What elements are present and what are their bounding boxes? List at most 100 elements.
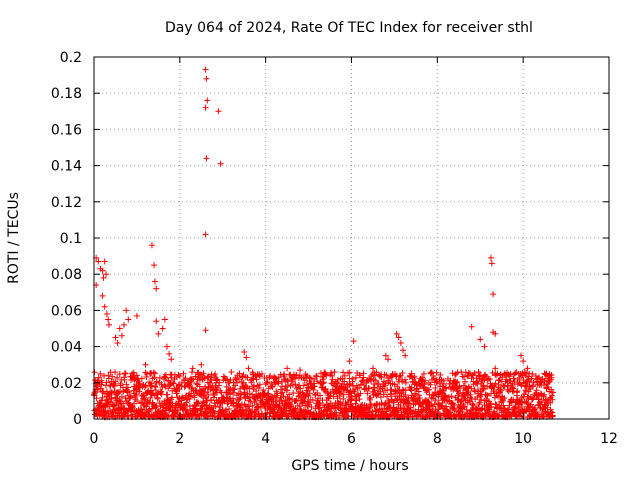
data-point	[304, 381, 311, 388]
x-tick-label: 10	[514, 431, 532, 447]
data-point	[501, 383, 508, 390]
data-point	[101, 303, 108, 310]
data-point	[203, 155, 210, 162]
data-point	[309, 396, 316, 403]
y-tick-label: 0.02	[51, 376, 82, 392]
x-tick-label: 8	[433, 431, 442, 447]
data-point	[192, 387, 199, 394]
data-point	[357, 381, 364, 388]
data-point	[216, 379, 223, 386]
data-point	[518, 382, 525, 389]
data-point	[326, 392, 333, 399]
data-point	[402, 352, 409, 359]
data-point	[524, 365, 531, 372]
data-point	[440, 377, 447, 384]
data-point	[202, 66, 209, 73]
data-point	[115, 389, 122, 396]
data-point	[116, 371, 123, 378]
data-point	[112, 378, 119, 385]
data-point	[468, 323, 475, 330]
data-point	[457, 385, 464, 392]
data-point	[468, 407, 475, 414]
data-point	[499, 397, 506, 404]
data-point	[215, 108, 222, 115]
data-point	[123, 307, 130, 314]
data-point	[453, 370, 460, 377]
data-point	[106, 321, 113, 328]
data-point	[367, 394, 374, 401]
data-point	[521, 410, 528, 417]
data-point	[196, 377, 203, 384]
data-point	[314, 378, 321, 385]
data-point	[523, 383, 530, 390]
data-point	[415, 392, 422, 399]
data-point	[470, 402, 477, 409]
data-point	[227, 376, 234, 383]
data-point	[148, 242, 155, 249]
data-point	[229, 395, 236, 402]
data-point	[170, 380, 177, 387]
data-point	[276, 403, 283, 410]
data-point	[141, 384, 148, 391]
data-point	[341, 372, 348, 379]
data-point	[387, 391, 394, 398]
data-point	[529, 371, 536, 378]
data-point	[204, 97, 211, 104]
data-point	[320, 379, 327, 386]
data-point	[227, 391, 234, 398]
data-point	[402, 376, 409, 383]
data-point	[176, 373, 183, 380]
data-point	[545, 384, 552, 391]
y-tick-label: 0.14	[51, 159, 82, 175]
data-point	[356, 372, 363, 379]
data-point	[420, 370, 427, 377]
data-point	[406, 400, 413, 407]
data-point	[236, 396, 243, 403]
data-point	[486, 376, 493, 383]
data-point	[372, 377, 379, 384]
data-point	[201, 390, 208, 397]
data-point	[166, 350, 173, 357]
data-point	[186, 412, 193, 419]
data-point	[419, 374, 426, 381]
data-point	[311, 376, 318, 383]
data-point	[248, 379, 255, 386]
x-tick-label: 2	[175, 431, 184, 447]
data-point	[235, 400, 242, 407]
data-point	[230, 379, 237, 386]
data-point	[94, 386, 101, 393]
data-point	[518, 404, 525, 411]
data-point	[141, 396, 148, 403]
data-point	[346, 358, 353, 365]
data-point	[125, 412, 132, 419]
data-point	[183, 396, 190, 403]
data-point	[300, 382, 307, 389]
data-point	[222, 406, 229, 413]
data-points	[91, 66, 557, 421]
data-point	[224, 376, 231, 383]
data-point	[518, 352, 525, 359]
data-point	[360, 370, 367, 377]
y-tick-label: 0.12	[51, 195, 82, 211]
data-point	[163, 343, 170, 350]
data-point	[241, 401, 248, 408]
data-point	[161, 316, 168, 323]
y-tick-label: 0.06	[51, 303, 82, 319]
data-point	[223, 383, 230, 390]
data-point	[549, 412, 556, 419]
data-point	[228, 368, 235, 375]
data-point	[297, 385, 304, 392]
data-point	[306, 374, 313, 381]
data-point	[340, 395, 347, 402]
data-point	[417, 402, 424, 409]
data-point	[462, 378, 469, 385]
data-point	[292, 398, 299, 405]
data-point	[301, 377, 308, 384]
data-point	[314, 389, 321, 396]
data-point	[255, 384, 262, 391]
data-point	[365, 405, 372, 412]
data-point	[523, 370, 530, 377]
data-point	[169, 394, 176, 401]
data-point	[326, 395, 333, 402]
data-point	[400, 347, 406, 354]
